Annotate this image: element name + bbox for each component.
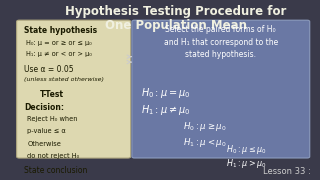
Text: $H_1 : \mu > \mu_0$: $H_1 : \mu > \mu_0$ <box>226 157 267 170</box>
FancyBboxPatch shape <box>17 20 131 158</box>
Text: One Population Mean: One Population Mean <box>105 19 247 32</box>
Text: $H_0 : \mu = \mu_0$: $H_0 : \mu = \mu_0$ <box>141 86 190 100</box>
Text: H₀: μ = or ≥ or ≤ μ₀: H₀: μ = or ≥ or ≤ μ₀ <box>26 40 91 46</box>
Text: H₁: μ ≠ or < or > μ₀: H₁: μ ≠ or < or > μ₀ <box>26 51 92 57</box>
Text: $H_1 : \mu < \mu_0$: $H_1 : \mu < \mu_0$ <box>183 136 227 149</box>
Text: State conclusion: State conclusion <box>24 166 87 175</box>
Text: Hypothesis Testing Procedure for: Hypothesis Testing Procedure for <box>65 4 287 17</box>
Text: $H_1 : \mu \neq \mu_0$: $H_1 : \mu \neq \mu_0$ <box>141 103 190 117</box>
Text: p-value ≤ α: p-value ≤ α <box>27 128 66 134</box>
Text: $H_0 : \mu \geq \mu_0$: $H_0 : \mu \geq \mu_0$ <box>183 120 227 133</box>
Text: Reject H₀ when: Reject H₀ when <box>27 116 78 122</box>
Text: (unless stated otherwise): (unless stated otherwise) <box>24 77 104 82</box>
Text: do not reject H₀: do not reject H₀ <box>27 153 79 159</box>
Text: Otherwise: Otherwise <box>27 141 61 147</box>
Text: Lesson 33 :: Lesson 33 : <box>263 167 310 176</box>
Text: Select the paired forms of H₀
and H₁ that correspond to the
stated hypothesis.: Select the paired forms of H₀ and H₁ tha… <box>164 25 278 59</box>
Text: T-Test: T-Test <box>40 90 64 99</box>
Text: $H_0 : \mu \leq \mu_0$: $H_0 : \mu \leq \mu_0$ <box>226 143 267 156</box>
Text: State hypothesis: State hypothesis <box>24 26 97 35</box>
Text: Decision:: Decision: <box>24 103 64 112</box>
FancyBboxPatch shape <box>132 20 310 158</box>
Text: Use α = 0.05: Use α = 0.05 <box>24 65 74 74</box>
